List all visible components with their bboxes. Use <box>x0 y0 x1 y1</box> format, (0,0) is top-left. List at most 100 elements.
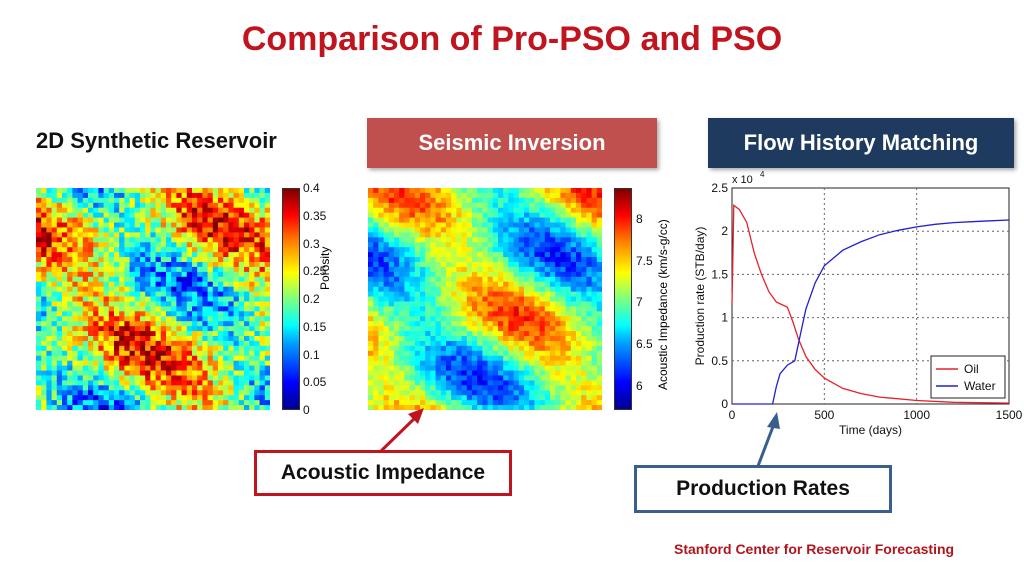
field-cell <box>550 207 556 214</box>
field-cell <box>186 395 193 401</box>
field-cell <box>451 262 457 268</box>
field-cell <box>212 266 219 273</box>
field-cell <box>155 331 162 337</box>
field-cell <box>176 242 183 248</box>
field-cell <box>430 311 437 317</box>
field-cell <box>103 266 110 273</box>
seismic-inversion-button[interactable]: Seismic Inversion <box>367 118 657 168</box>
field-cell <box>435 217 442 224</box>
field-cell <box>145 311 151 317</box>
field-cell <box>524 271 530 278</box>
field-cell <box>223 395 229 401</box>
field-cell <box>586 252 593 258</box>
field-cell <box>435 321 442 327</box>
field-cell <box>264 202 270 209</box>
field-cell <box>430 395 437 401</box>
field-cell <box>192 222 198 229</box>
field-cell <box>378 326 385 332</box>
field-cell <box>103 222 110 229</box>
field-cell <box>420 192 426 199</box>
field-cell <box>223 400 229 406</box>
field-cell <box>503 188 509 194</box>
field-cell <box>414 385 421 391</box>
field-cell <box>238 192 245 199</box>
acoustic-impedance-image <box>368 188 602 410</box>
field-cell <box>570 331 577 337</box>
field-cell <box>51 188 58 194</box>
field-cell <box>456 262 463 268</box>
field-cell <box>103 237 110 243</box>
field-cell <box>414 345 421 352</box>
field-cell <box>46 222 53 229</box>
field-cell <box>108 301 115 307</box>
field-cell <box>560 360 567 367</box>
field-cell <box>150 405 157 410</box>
field-cell <box>145 266 151 273</box>
field-cell <box>77 217 84 224</box>
field-cell <box>394 360 400 367</box>
field-cell <box>134 276 141 283</box>
field-cell <box>394 271 400 278</box>
field-cell <box>513 365 520 372</box>
field-cell <box>404 262 411 268</box>
field-cell <box>596 345 602 352</box>
field-cell <box>508 331 515 337</box>
field-cell <box>93 355 99 362</box>
field-cell <box>414 311 421 317</box>
field-cell <box>586 405 593 410</box>
field-cell <box>202 350 209 357</box>
field-cell <box>513 375 520 381</box>
field-cell <box>503 222 509 229</box>
field-cell <box>166 345 172 352</box>
field-cell <box>145 340 151 347</box>
field-cell <box>440 222 447 229</box>
field-cell <box>181 247 188 253</box>
field-cell <box>93 375 99 381</box>
field-cell <box>249 360 255 367</box>
field-cell <box>46 370 53 377</box>
field-cell <box>134 390 141 396</box>
field-cell <box>456 385 463 391</box>
field-cell <box>228 370 235 377</box>
field-cell <box>134 262 141 268</box>
field-cell <box>383 252 390 258</box>
field-cell <box>212 188 219 194</box>
field-cell <box>140 276 146 283</box>
field-cell <box>555 252 561 258</box>
field-cell <box>508 242 515 248</box>
colorbar-tick-label: 6 <box>636 379 643 393</box>
field-cell <box>529 257 535 263</box>
field-cell <box>477 222 483 229</box>
field-cell <box>119 237 125 243</box>
field-cell <box>524 331 530 337</box>
field-cell <box>388 385 395 391</box>
field-cell <box>404 400 411 406</box>
field-cell <box>539 385 546 391</box>
field-cell <box>565 365 572 372</box>
field-cell <box>477 380 483 386</box>
field-cell <box>440 345 447 352</box>
field-cell <box>596 222 602 229</box>
field-cell <box>544 355 551 362</box>
flow-history-matching-button[interactable]: Flow History Matching <box>708 118 1014 168</box>
field-cell <box>155 232 162 238</box>
field-cell <box>264 306 270 312</box>
field-cell <box>570 385 577 391</box>
field-cell <box>518 296 525 303</box>
field-cell <box>461 281 468 288</box>
field-cell <box>596 400 602 406</box>
field-cell <box>544 336 551 342</box>
field-cell <box>513 252 520 258</box>
field-cell <box>51 306 58 312</box>
field-cell <box>544 365 551 372</box>
field-cell <box>472 257 478 263</box>
field-cell <box>197 252 203 258</box>
field-cell <box>212 207 219 214</box>
field-cell <box>560 321 567 327</box>
field-cell <box>62 340 68 347</box>
field-cell <box>409 321 416 327</box>
field-cell <box>383 331 390 337</box>
field-cell <box>529 202 535 209</box>
field-cell <box>466 336 473 342</box>
field-cell <box>264 262 270 268</box>
